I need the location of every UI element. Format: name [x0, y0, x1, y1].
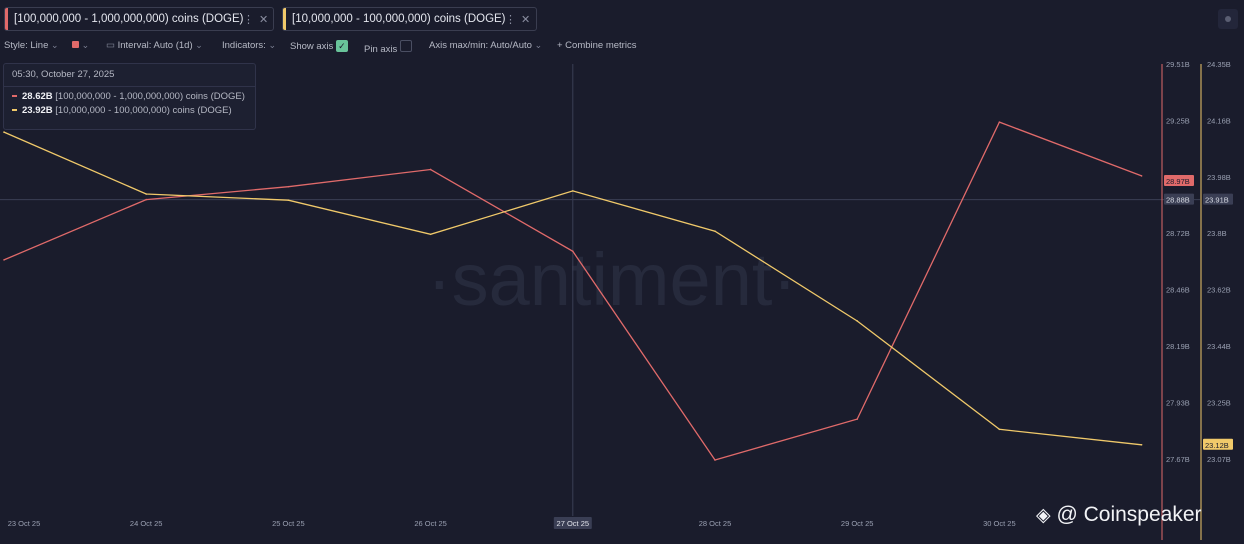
series-marker [12, 95, 17, 98]
data-point [3, 131, 5, 133]
data-point [1140, 443, 1143, 446]
tooltip-row: 23.92B [10,000,000 - 100,000,000) coins … [4, 104, 255, 118]
brand-text: @ Coinspeaker [1056, 503, 1202, 526]
axis-maxmin-dropdown[interactable]: Axis max/min: Auto/Auto ⌄ [429, 40, 542, 51]
tooltip-date: 05:30, October 27, 2025 [4, 64, 255, 87]
style-label: Style: Line [4, 40, 49, 51]
chevron-down-icon: ⌄ [268, 40, 277, 50]
x-axis-tick-label: 24 Oct 25 [130, 519, 163, 528]
right-axis-tick-label: 23.25B [1207, 398, 1231, 407]
pin-axis-label: Pin axis [364, 44, 398, 55]
metric-tab-mid-holders[interactable]: [10,000,000 - 100,000,000) coins (DOGE) … [282, 7, 537, 31]
left-current-value-badge: 28.97B [1166, 177, 1190, 186]
checkmark-icon[interactable]: ✓ [335, 40, 348, 52]
left-current-value-badge-bg [1164, 175, 1194, 186]
left-axis-tick-label: 28.19B [1166, 342, 1190, 351]
metric-tab-label: [10,000,000 - 100,000,000) coins (DOGE) [292, 13, 506, 25]
x-axis-tick-label: 28 Oct 25 [699, 519, 732, 528]
tooltip-value: 23.92B [22, 105, 53, 116]
chevron-down-icon: ⌄ [195, 40, 203, 50]
left-axis-tick-label: 28.46B [1166, 286, 1190, 295]
series-color-marker [283, 8, 286, 30]
right-crosshair-value-badge: 23.91B [1205, 196, 1229, 205]
calendar-icon: ▭ [106, 40, 115, 51]
santiment-watermark: ·santiment· [427, 238, 797, 321]
more-vertical-icon[interactable]: ⋮ [243, 13, 254, 26]
tooltip-series-label: [100,000,000 - 1,000,000,000) coins (DOG… [52, 91, 245, 102]
series-marker [12, 109, 17, 112]
data-point [572, 250, 574, 253]
right-axis-tick-label: 23.8B [1207, 229, 1227, 238]
combine-metrics-button[interactable]: + Combine metrics [557, 40, 637, 51]
data-point [572, 190, 574, 192]
left-axis-tick-label: 27.67B [1166, 455, 1190, 464]
style-dropdown[interactable]: Style: Line ⌄ [4, 40, 59, 51]
data-point [998, 428, 1001, 431]
right-current-value-badge: 23.12B [1205, 441, 1229, 450]
tooltip-value: 28.62B [22, 91, 53, 102]
x-axis-tick-label: 29 Oct 25 [841, 519, 874, 528]
x-axis-tick-label: 26 Oct 25 [414, 519, 447, 528]
data-point [429, 168, 432, 171]
metric-tab-large-holders[interactable]: [100,000,000 - 1,000,000,000) coins (DOG… [4, 7, 274, 31]
left-axis-tick-label: 27.93B [1166, 398, 1190, 407]
tooltip-row: 28.62B [100,000,000 - 1,000,000,000) coi… [4, 90, 255, 104]
hover-tooltip: 05:30, October 27, 2025 28.62B [100,000,… [3, 63, 256, 130]
left-crosshair-value-badge: 28.88B [1166, 196, 1190, 205]
right-axis-tick-label: 23.98B [1207, 173, 1231, 182]
chevron-down-icon: ⌄ [51, 40, 59, 50]
series-color-marker [5, 8, 8, 30]
data-point [998, 121, 1001, 123]
indicators-label: Indicators: [222, 40, 266, 51]
x-crosshair-badge-bg [553, 517, 592, 529]
data-point [1140, 175, 1143, 177]
x-axis-tick-label: 23 Oct 25 [8, 519, 41, 528]
data-point [714, 230, 716, 232]
data-point [856, 320, 858, 322]
right-axis-tick-label: 23.44B [1207, 342, 1231, 351]
close-icon[interactable]: ✕ [259, 13, 269, 26]
interval-dropdown[interactable]: ▭ Interval: Auto (1d) ⌄ [106, 40, 203, 51]
chevron-down-icon: ⌄ [534, 40, 543, 50]
close-icon[interactable]: ✕ [521, 13, 531, 26]
data-point [287, 185, 290, 188]
binance-diamond-icon: ◈ [1036, 505, 1051, 526]
data-point [145, 193, 147, 195]
x-axis-tick-label: 25 Oct 25 [272, 519, 305, 528]
tooltip-series-label: [10,000,000 - 100,000,000) coins (DOGE) [52, 105, 232, 116]
indicators-dropdown[interactable]: Indicators: ⌄ [222, 40, 276, 51]
data-point [287, 199, 290, 202]
x-axis-tick-label: 27 Oct 25 [557, 519, 590, 528]
pin-axis-toggle[interactable]: Pin axis [364, 40, 412, 55]
show-axis-toggle[interactable]: Show axis ✓ [290, 40, 348, 52]
left-crosshair-value-badge-bg [1164, 193, 1194, 205]
coinspeaker-watermark: ◈ @ Coinspeaker [1036, 503, 1202, 527]
right-axis-tick-label: 24.35B [1207, 60, 1231, 69]
settings-dot-button[interactable] [1218, 9, 1238, 29]
interval-label: Interval: Auto (1d) [117, 40, 193, 51]
right-axis-tick-label: 23.07B [1207, 455, 1231, 464]
left-axis-tick-label: 28.72B [1166, 229, 1190, 238]
checkbox-empty-icon[interactable] [399, 40, 412, 52]
data-point [856, 418, 858, 420]
data-point [429, 233, 432, 236]
left-axis-tick-label: 29.51B [1166, 60, 1190, 69]
more-vertical-icon[interactable]: ⋮ [505, 13, 516, 26]
right-current-value-badge-bg [1203, 438, 1233, 450]
x-axis-tick-label: 30 Oct 25 [983, 519, 1016, 528]
color-picker[interactable]: ⌄ [72, 40, 89, 51]
right-axis-tick-label: 23.62B [1207, 286, 1231, 295]
right-axis-tick-label: 24.16B [1207, 116, 1231, 125]
data-point [714, 459, 716, 461]
right-crosshair-value-badge-bg [1203, 193, 1233, 205]
data-point [3, 259, 5, 261]
data-point [145, 198, 147, 201]
show-axis-label: Show axis [290, 41, 334, 52]
metric-tab-label: [100,000,000 - 1,000,000,000) coins (DOG… [14, 13, 244, 25]
left-axis-tick-label: 29.25B [1166, 116, 1190, 125]
axis-maxmin-label: Axis max/min: Auto/Auto [429, 40, 532, 51]
chevron-down-icon: ⌄ [81, 40, 90, 50]
color-swatch-icon [72, 41, 79, 48]
